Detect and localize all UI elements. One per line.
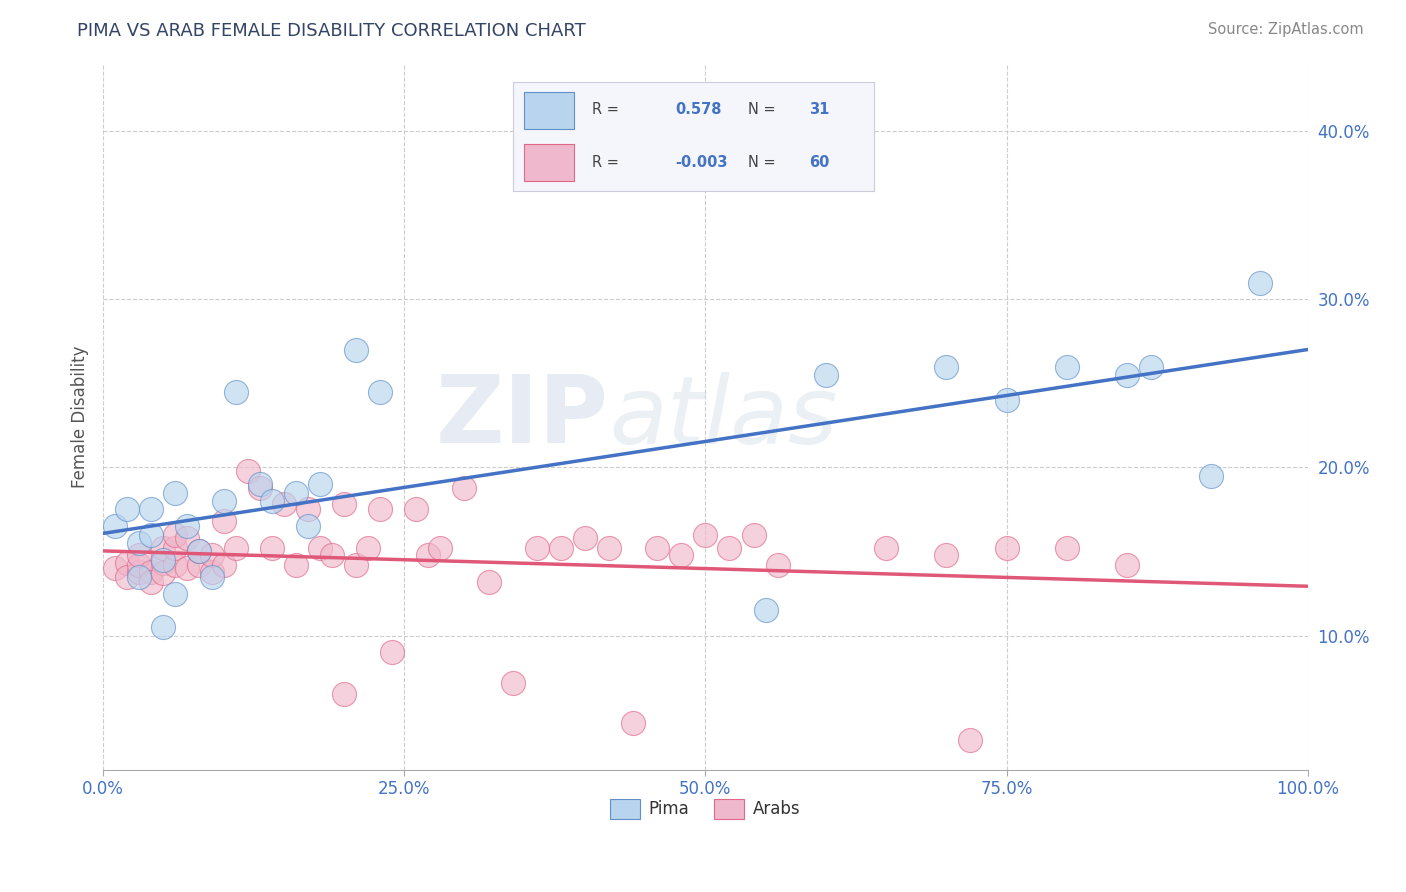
Point xyxy=(188,544,211,558)
Point xyxy=(368,502,391,516)
Point xyxy=(1116,368,1139,382)
Text: PIMA VS ARAB FEMALE DISABILITY CORRELATION CHART: PIMA VS ARAB FEMALE DISABILITY CORRELATI… xyxy=(77,22,586,40)
Point xyxy=(176,531,198,545)
Point xyxy=(344,558,367,572)
Point xyxy=(141,565,163,579)
Point xyxy=(128,570,150,584)
Point xyxy=(152,566,174,581)
Point xyxy=(165,485,187,500)
Point xyxy=(344,343,367,357)
Point xyxy=(333,687,356,701)
Point xyxy=(165,558,187,572)
Point xyxy=(225,384,247,399)
Point xyxy=(152,556,174,570)
Point xyxy=(188,558,211,572)
Point xyxy=(152,541,174,555)
Text: Source: ZipAtlas.com: Source: ZipAtlas.com xyxy=(1208,22,1364,37)
Point xyxy=(598,541,620,555)
Point xyxy=(621,715,644,730)
Point xyxy=(574,531,596,545)
Point xyxy=(249,477,271,491)
Point xyxy=(814,368,837,382)
Point xyxy=(128,558,150,572)
Point xyxy=(309,541,332,555)
Text: ZIP: ZIP xyxy=(436,371,609,463)
Point xyxy=(935,548,957,562)
Point xyxy=(284,485,307,500)
Point xyxy=(165,527,187,541)
Point xyxy=(128,565,150,579)
Point xyxy=(995,393,1018,408)
Point xyxy=(165,586,187,600)
Point xyxy=(297,502,319,516)
Point xyxy=(212,514,235,528)
Point xyxy=(115,556,138,570)
Point xyxy=(104,561,127,575)
Point xyxy=(418,548,440,562)
Point xyxy=(115,502,138,516)
Point xyxy=(959,732,981,747)
Legend: Pima, Arabs: Pima, Arabs xyxy=(603,793,807,825)
Point xyxy=(297,519,319,533)
Point xyxy=(1140,359,1163,374)
Point xyxy=(128,536,150,550)
Point xyxy=(284,558,307,572)
Point xyxy=(212,558,235,572)
Point xyxy=(645,541,668,555)
Point xyxy=(321,548,343,562)
Point xyxy=(152,620,174,634)
Point xyxy=(104,519,127,533)
Point xyxy=(200,548,222,562)
Point xyxy=(1056,541,1078,555)
Y-axis label: Female Disability: Female Disability xyxy=(72,346,89,488)
Point xyxy=(273,498,295,512)
Point xyxy=(152,553,174,567)
Point xyxy=(176,519,198,533)
Point xyxy=(200,570,222,584)
Point xyxy=(381,645,404,659)
Point xyxy=(742,527,765,541)
Point xyxy=(260,541,283,555)
Point xyxy=(550,541,572,555)
Point xyxy=(405,502,427,516)
Point xyxy=(1056,359,1078,374)
Point xyxy=(1249,276,1271,290)
Point xyxy=(478,574,501,589)
Point xyxy=(995,541,1018,555)
Point xyxy=(755,603,778,617)
Text: atlas: atlas xyxy=(609,372,838,463)
Point xyxy=(526,541,548,555)
Point xyxy=(141,574,163,589)
Point xyxy=(128,548,150,562)
Point xyxy=(766,558,789,572)
Point xyxy=(1201,468,1223,483)
Point xyxy=(188,544,211,558)
Point xyxy=(176,561,198,575)
Point xyxy=(695,527,717,541)
Point xyxy=(165,541,187,555)
Point xyxy=(875,541,897,555)
Point xyxy=(141,527,163,541)
Point xyxy=(249,481,271,495)
Point xyxy=(429,541,451,555)
Point xyxy=(309,477,332,491)
Point xyxy=(453,481,475,495)
Point xyxy=(1116,558,1139,572)
Point xyxy=(225,541,247,555)
Point xyxy=(115,570,138,584)
Point xyxy=(212,494,235,508)
Point xyxy=(935,359,957,374)
Point xyxy=(200,565,222,579)
Point xyxy=(357,541,380,555)
Point xyxy=(718,541,741,555)
Point xyxy=(671,548,693,562)
Point xyxy=(141,502,163,516)
Point xyxy=(333,498,356,512)
Point xyxy=(260,494,283,508)
Point xyxy=(368,384,391,399)
Point xyxy=(236,464,259,478)
Point xyxy=(502,675,524,690)
